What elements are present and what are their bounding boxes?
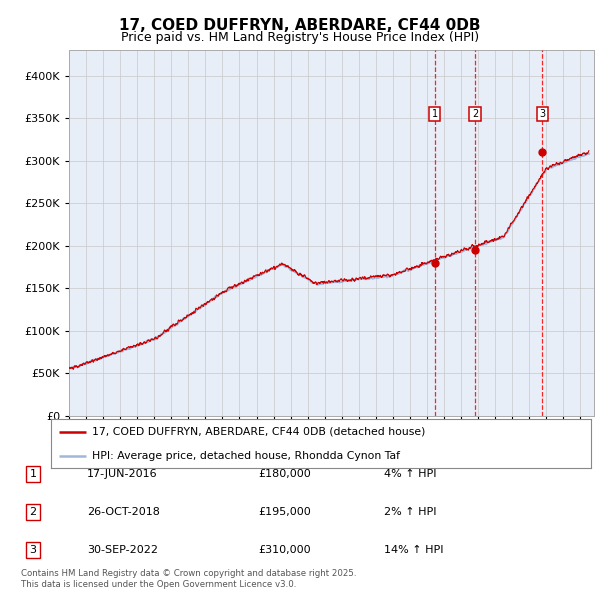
Text: 2: 2 (472, 109, 478, 119)
Text: £180,000: £180,000 (258, 469, 311, 478)
Text: 3: 3 (29, 545, 37, 555)
Text: 1: 1 (29, 469, 37, 478)
Text: £310,000: £310,000 (258, 545, 311, 555)
Text: HPI: Average price, detached house, Rhondda Cynon Taf: HPI: Average price, detached house, Rhon… (91, 451, 400, 461)
Text: 14% ↑ HPI: 14% ↑ HPI (384, 545, 443, 555)
Text: 2: 2 (29, 507, 37, 517)
Text: Price paid vs. HM Land Registry's House Price Index (HPI): Price paid vs. HM Land Registry's House … (121, 31, 479, 44)
Text: 26-OCT-2018: 26-OCT-2018 (87, 507, 160, 517)
Text: 4% ↑ HPI: 4% ↑ HPI (384, 469, 437, 478)
Text: 17, COED DUFFRYN, ABERDARE, CF44 0DB: 17, COED DUFFRYN, ABERDARE, CF44 0DB (119, 18, 481, 32)
Text: 2% ↑ HPI: 2% ↑ HPI (384, 507, 437, 517)
Text: 30-SEP-2022: 30-SEP-2022 (87, 545, 158, 555)
Text: 17-JUN-2016: 17-JUN-2016 (87, 469, 158, 478)
Text: £195,000: £195,000 (258, 507, 311, 517)
Text: 3: 3 (539, 109, 545, 119)
Text: 1: 1 (432, 109, 438, 119)
Text: 17, COED DUFFRYN, ABERDARE, CF44 0DB (detached house): 17, COED DUFFRYN, ABERDARE, CF44 0DB (de… (91, 427, 425, 437)
Text: Contains HM Land Registry data © Crown copyright and database right 2025.
This d: Contains HM Land Registry data © Crown c… (21, 569, 356, 589)
